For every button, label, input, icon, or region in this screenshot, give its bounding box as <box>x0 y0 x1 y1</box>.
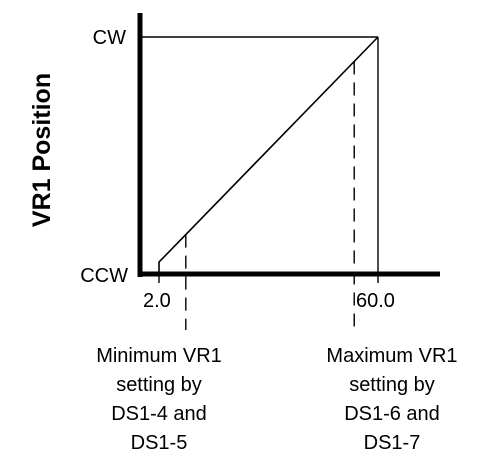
annotation-max-line-1: Maximum VR1 <box>326 345 457 367</box>
annotation-min-line-1: Minimum VR1 <box>96 345 222 367</box>
y-axis-label: VR1 Position <box>28 73 56 227</box>
annotation-max-line-3: DS1-6 and <box>344 403 440 425</box>
plot-area <box>140 36 379 330</box>
annotation-min: Minimum VR1 setting by DS1-4 and DS1-5 <box>96 345 222 454</box>
y-tick-label-cw: CW <box>93 27 126 49</box>
x-tick-label-max: 60.0 <box>356 290 395 312</box>
annotation-min-line-2: setting by <box>116 374 202 396</box>
annotation-max-line-4: DS1-7 <box>364 432 421 454</box>
annotation-max: Maximum VR1 setting by DS1-6 and DS1-7 <box>326 345 457 454</box>
x-tick-label-min: 2.0 <box>143 290 171 312</box>
annotation-min-line-3: DS1-4 and <box>111 403 207 425</box>
series-line-0 <box>158 36 379 274</box>
annotation-min-line-4: DS1-5 <box>131 432 188 454</box>
annotation-max-line-2: setting by <box>349 374 435 396</box>
y-tick-label-ccw: CCW <box>80 265 128 287</box>
